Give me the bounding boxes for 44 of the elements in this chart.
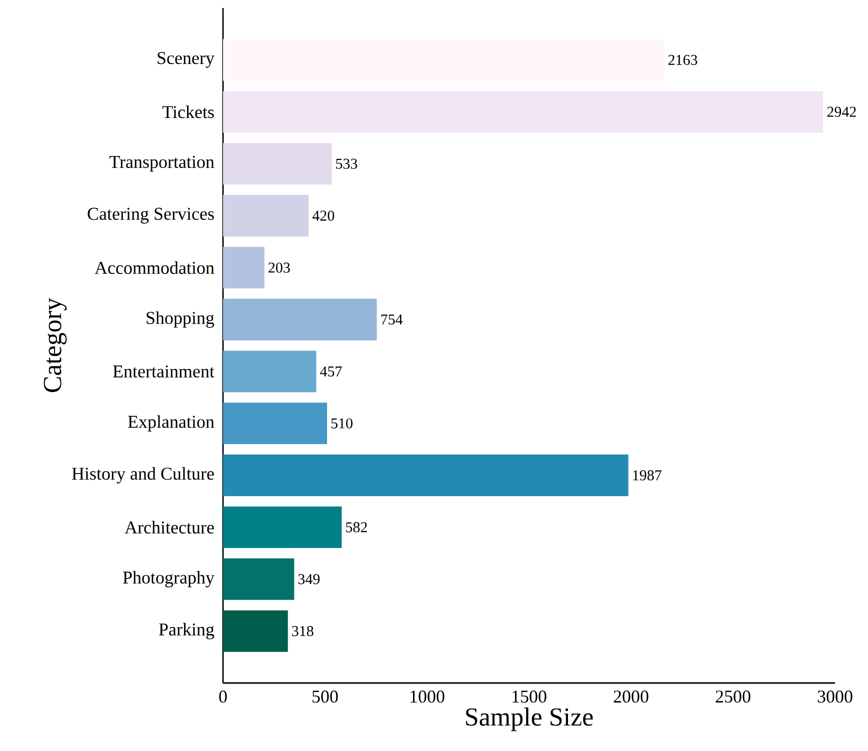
y-tick-label: Entertainment xyxy=(113,365,214,378)
data-label: 420 xyxy=(312,210,334,221)
bar xyxy=(223,402,328,444)
data-label: 533 xyxy=(336,158,358,169)
data-label: 582 xyxy=(346,522,367,532)
y-tick-label: Parking xyxy=(159,622,214,640)
x-tick-label: 2000 xyxy=(614,690,648,703)
y-tick-label: Architecture xyxy=(124,520,214,534)
x-tick-label: 2500 xyxy=(716,690,750,703)
y-tick-label: Transportation xyxy=(109,156,214,172)
bar xyxy=(223,350,316,392)
x-axis-title: Sample Size xyxy=(466,708,593,732)
y-tick-label: Tickets xyxy=(162,106,214,118)
data-label: 754 xyxy=(381,314,403,325)
data-label: 203 xyxy=(268,262,290,273)
bar xyxy=(223,454,628,496)
x-tick-label: 1500 xyxy=(512,690,546,703)
bar xyxy=(223,298,377,340)
data-label: 457 xyxy=(320,366,342,376)
x-tick-label: 1000 xyxy=(410,690,444,703)
x-tick-label: 0 xyxy=(219,690,227,703)
y-tick-label: Explanation xyxy=(128,415,214,432)
x-tick-label: 3000 xyxy=(818,690,852,703)
data-label: 2942 xyxy=(827,106,856,117)
bar xyxy=(223,246,264,288)
bar xyxy=(223,143,332,185)
data-label: 2163 xyxy=(668,54,698,65)
y-tick-label: Scenery xyxy=(158,52,214,68)
bar xyxy=(223,610,288,652)
data-label: 1987 xyxy=(633,470,662,480)
x-tick-label: 500 xyxy=(312,690,338,703)
y-tick-label: Catering Services xyxy=(88,208,214,224)
y-tick-label: Photography xyxy=(123,570,214,588)
bar xyxy=(223,558,294,600)
data-label: 349 xyxy=(298,574,320,584)
y-tick-label: Accommodation xyxy=(94,261,214,274)
y-tick-label: History and Culture xyxy=(72,467,214,484)
bar xyxy=(223,506,342,548)
bar xyxy=(223,194,309,236)
data-label: 510 xyxy=(331,418,352,428)
bar xyxy=(223,91,824,133)
y-axis-title: Category xyxy=(44,298,67,392)
y-tick-label: Shopping xyxy=(146,311,214,328)
data-label: 318 xyxy=(292,626,314,636)
